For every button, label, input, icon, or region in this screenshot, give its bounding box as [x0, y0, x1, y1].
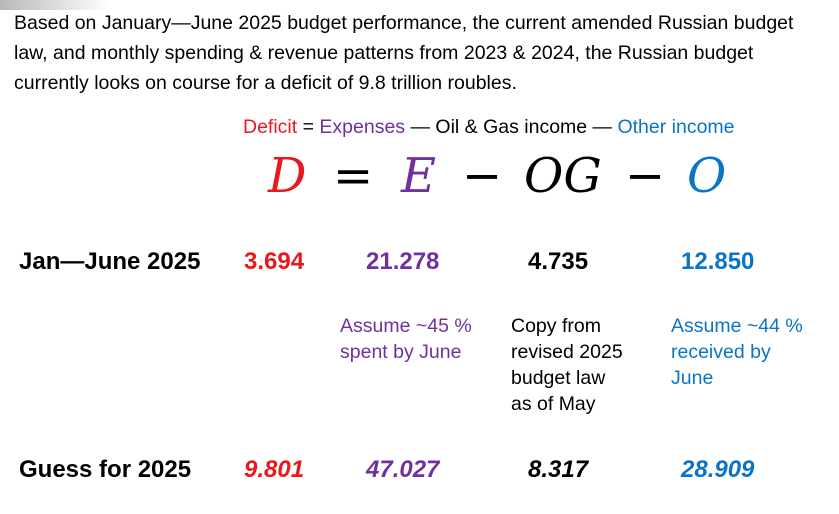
- guess-deficit-value: 9.801: [244, 456, 305, 483]
- note-oil-gas: Copy from revised 2025 budget law as of …: [511, 313, 623, 417]
- eq-minus-sign-1: −: [462, 148, 503, 204]
- jan-june-other-value: 12.850: [681, 248, 755, 275]
- eq-minus-sign-2: −: [625, 148, 666, 204]
- jan-june-deficit-value: 3.694: [244, 248, 305, 275]
- legend-deficit: Deficit: [243, 116, 298, 138]
- guess-oil-gas-value: 8.317: [528, 456, 589, 483]
- row-label-jan-june: Jan—June 2025: [19, 248, 201, 275]
- note-expenses-line: Assume ~45 %: [340, 315, 472, 337]
- eq-equals-sign: =: [333, 148, 374, 204]
- row-label-guess: Guess for 2025: [19, 456, 192, 483]
- legend-minus-1: —: [405, 116, 436, 138]
- legend-expenses: Expenses: [319, 116, 406, 138]
- note-expenses-line: spent by June: [340, 341, 462, 363]
- legend-minus-2: —: [587, 116, 618, 138]
- note-oil-gas-line: Copy from: [511, 315, 601, 337]
- formula-legend: Deficit = Expenses — Oil & Gas income — …: [243, 116, 735, 139]
- note-oil-gas-line: as of May: [511, 393, 596, 415]
- note-oil-gas-line: revised 2025: [511, 341, 623, 363]
- legend-other: Other income: [617, 116, 735, 138]
- legend-oil-gas: Oil & Gas income: [435, 116, 588, 138]
- guess-expenses-value: 47.027: [366, 456, 440, 483]
- guess-other-value: 28.909: [681, 456, 755, 483]
- intro-paragraph: Based on January—June 2025 budget perfor…: [14, 12, 794, 94]
- note-oil-gas-line: budget law: [511, 367, 606, 389]
- legend-equals: =: [297, 116, 320, 138]
- eq-expenses-symbol: E: [401, 148, 437, 204]
- note-other-line: received by: [671, 341, 771, 363]
- corner-shadow: [0, 0, 110, 10]
- jan-june-expenses-value: 21.278: [366, 248, 440, 275]
- formula-equation: D = E − OG − O: [0, 148, 839, 218]
- eq-other-symbol: O: [687, 148, 727, 204]
- eq-oil-gas-symbol: OG: [524, 148, 602, 204]
- note-other-line: June: [671, 367, 714, 389]
- eq-deficit-symbol: D: [268, 148, 307, 204]
- note-other-line: Assume ~44 %: [671, 315, 803, 337]
- note-expenses: Assume ~45 % spent by June: [340, 313, 472, 365]
- jan-june-oil-gas-value: 4.735: [528, 248, 589, 275]
- note-other: Assume ~44 % received by June: [671, 313, 803, 391]
